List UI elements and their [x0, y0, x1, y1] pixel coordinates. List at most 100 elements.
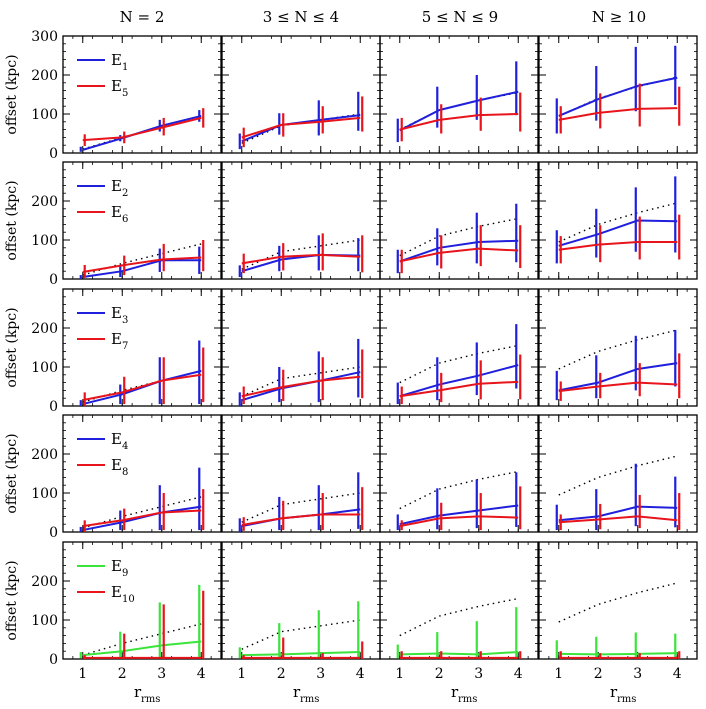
- series-line-red: [558, 240, 678, 251]
- x-tick-label: 3: [474, 666, 483, 682]
- series-line-blue: [399, 239, 519, 263]
- legend-subscript: 3: [122, 315, 128, 326]
- panel: 1 2 3 4 r rms: [379, 541, 539, 705]
- series-line-blue: [82, 505, 202, 532]
- panel: [379, 414, 539, 533]
- x-tick-label: 1: [237, 666, 246, 682]
- series-line-red: [82, 256, 202, 273]
- legend-label: E: [111, 430, 122, 448]
- x-tick-label: 4: [673, 666, 682, 682]
- series-line-blue: [399, 504, 519, 526]
- y-tick-label: 100: [31, 107, 58, 123]
- column-titles: N = 2 3 ≤ N ≤ 4 5 ≤ N ≤ 9 N ≥ 10: [120, 8, 647, 26]
- x-axis-label-subscript: rms: [617, 694, 636, 705]
- x-axis-label-subscript: rms: [141, 694, 160, 705]
- legend-subscript: 7: [122, 341, 128, 352]
- series-line-red: [558, 515, 678, 524]
- panel: [538, 35, 698, 154]
- reference-line: [558, 329, 678, 370]
- legend-label: E: [111, 177, 122, 195]
- series-line-green: [82, 640, 202, 657]
- x-tick-label: 1: [554, 666, 563, 682]
- series-line-blue: [558, 505, 678, 522]
- legend-label: E: [111, 583, 122, 601]
- legend-subscript: 2: [122, 188, 128, 199]
- panel: [379, 161, 539, 280]
- series-line-blue: [558, 219, 678, 247]
- series-line-blue: [399, 90, 519, 132]
- panel-frame: [538, 414, 698, 533]
- panel: 1 2 3 4 r rms: [221, 541, 381, 705]
- panel: [221, 35, 381, 154]
- legend-label: E: [111, 203, 122, 221]
- column-title: 3 ≤ N ≤ 4: [263, 8, 339, 26]
- series-line-red: [399, 515, 519, 528]
- series-line-blue: [241, 253, 361, 273]
- y-axis-label: offset (kpc): [4, 433, 20, 513]
- legend-subscript: 6: [122, 214, 128, 225]
- legend-label: E: [111, 330, 122, 348]
- y-axis-label: offset (kpc): [4, 307, 20, 387]
- reference-line: [82, 243, 202, 276]
- series-line-red: [241, 253, 361, 265]
- series-line-blue: [82, 259, 202, 279]
- x-axis-label-subscript: rms: [300, 694, 319, 705]
- reference-line: [399, 91, 519, 131]
- y-tick-label: 100: [31, 233, 58, 249]
- x-tick-label: 2: [277, 666, 286, 682]
- x-axis-label: r: [610, 683, 618, 701]
- y-tick-label: 0: [49, 272, 58, 288]
- x-axis-label: r: [451, 683, 459, 701]
- y-tick-label: 200: [31, 447, 58, 463]
- series-line-red: [82, 509, 202, 528]
- panel-frame: [538, 35, 698, 154]
- y-tick-label: 200: [31, 194, 58, 210]
- panel-frame: [62, 161, 222, 280]
- legend-label: E: [111, 51, 122, 69]
- y-tick-label: 200: [31, 574, 58, 590]
- series-line-red: [241, 513, 361, 526]
- panel-frame: [62, 414, 222, 533]
- reference-line: [399, 470, 519, 510]
- panel: [221, 161, 381, 280]
- series-line-red: [82, 116, 202, 142]
- panel-frame: [379, 414, 539, 533]
- y-tick-label: 200: [31, 321, 58, 337]
- y-tick-label: 0: [49, 146, 58, 162]
- panel: [538, 161, 698, 280]
- y-tick-label: 0: [49, 652, 58, 668]
- reference-line: [399, 217, 519, 257]
- reference-line: [241, 492, 361, 523]
- panel: [538, 288, 698, 407]
- x-tick-label: 4: [514, 666, 523, 682]
- panel-frame: [379, 35, 539, 154]
- legend-subscript: 9: [122, 568, 128, 579]
- legend-subscript: 4: [122, 441, 128, 452]
- y-tick-label: 0: [49, 525, 58, 541]
- legend-label: E: [111, 77, 122, 95]
- column-title: N ≥ 10: [592, 8, 646, 26]
- series-line-red: [241, 375, 361, 398]
- series-line-green: [399, 650, 519, 656]
- x-tick-label: 3: [633, 666, 642, 682]
- x-tick-label: 1: [78, 666, 87, 682]
- column-title: N = 2: [120, 8, 165, 26]
- series-line-green: [558, 652, 678, 656]
- reference-line: [82, 496, 202, 529]
- panel-frame: [221, 161, 381, 280]
- panel: [221, 414, 381, 533]
- legend-subscript: 10: [122, 594, 135, 605]
- series-line-green: [241, 650, 361, 657]
- reference-line: [558, 455, 678, 496]
- panel: [538, 414, 698, 533]
- legend-label: E: [111, 456, 122, 474]
- series-line-red: [82, 373, 202, 402]
- x-axis-label: r: [134, 683, 142, 701]
- x-tick-label: 3: [316, 666, 325, 682]
- reference-line: [558, 202, 678, 243]
